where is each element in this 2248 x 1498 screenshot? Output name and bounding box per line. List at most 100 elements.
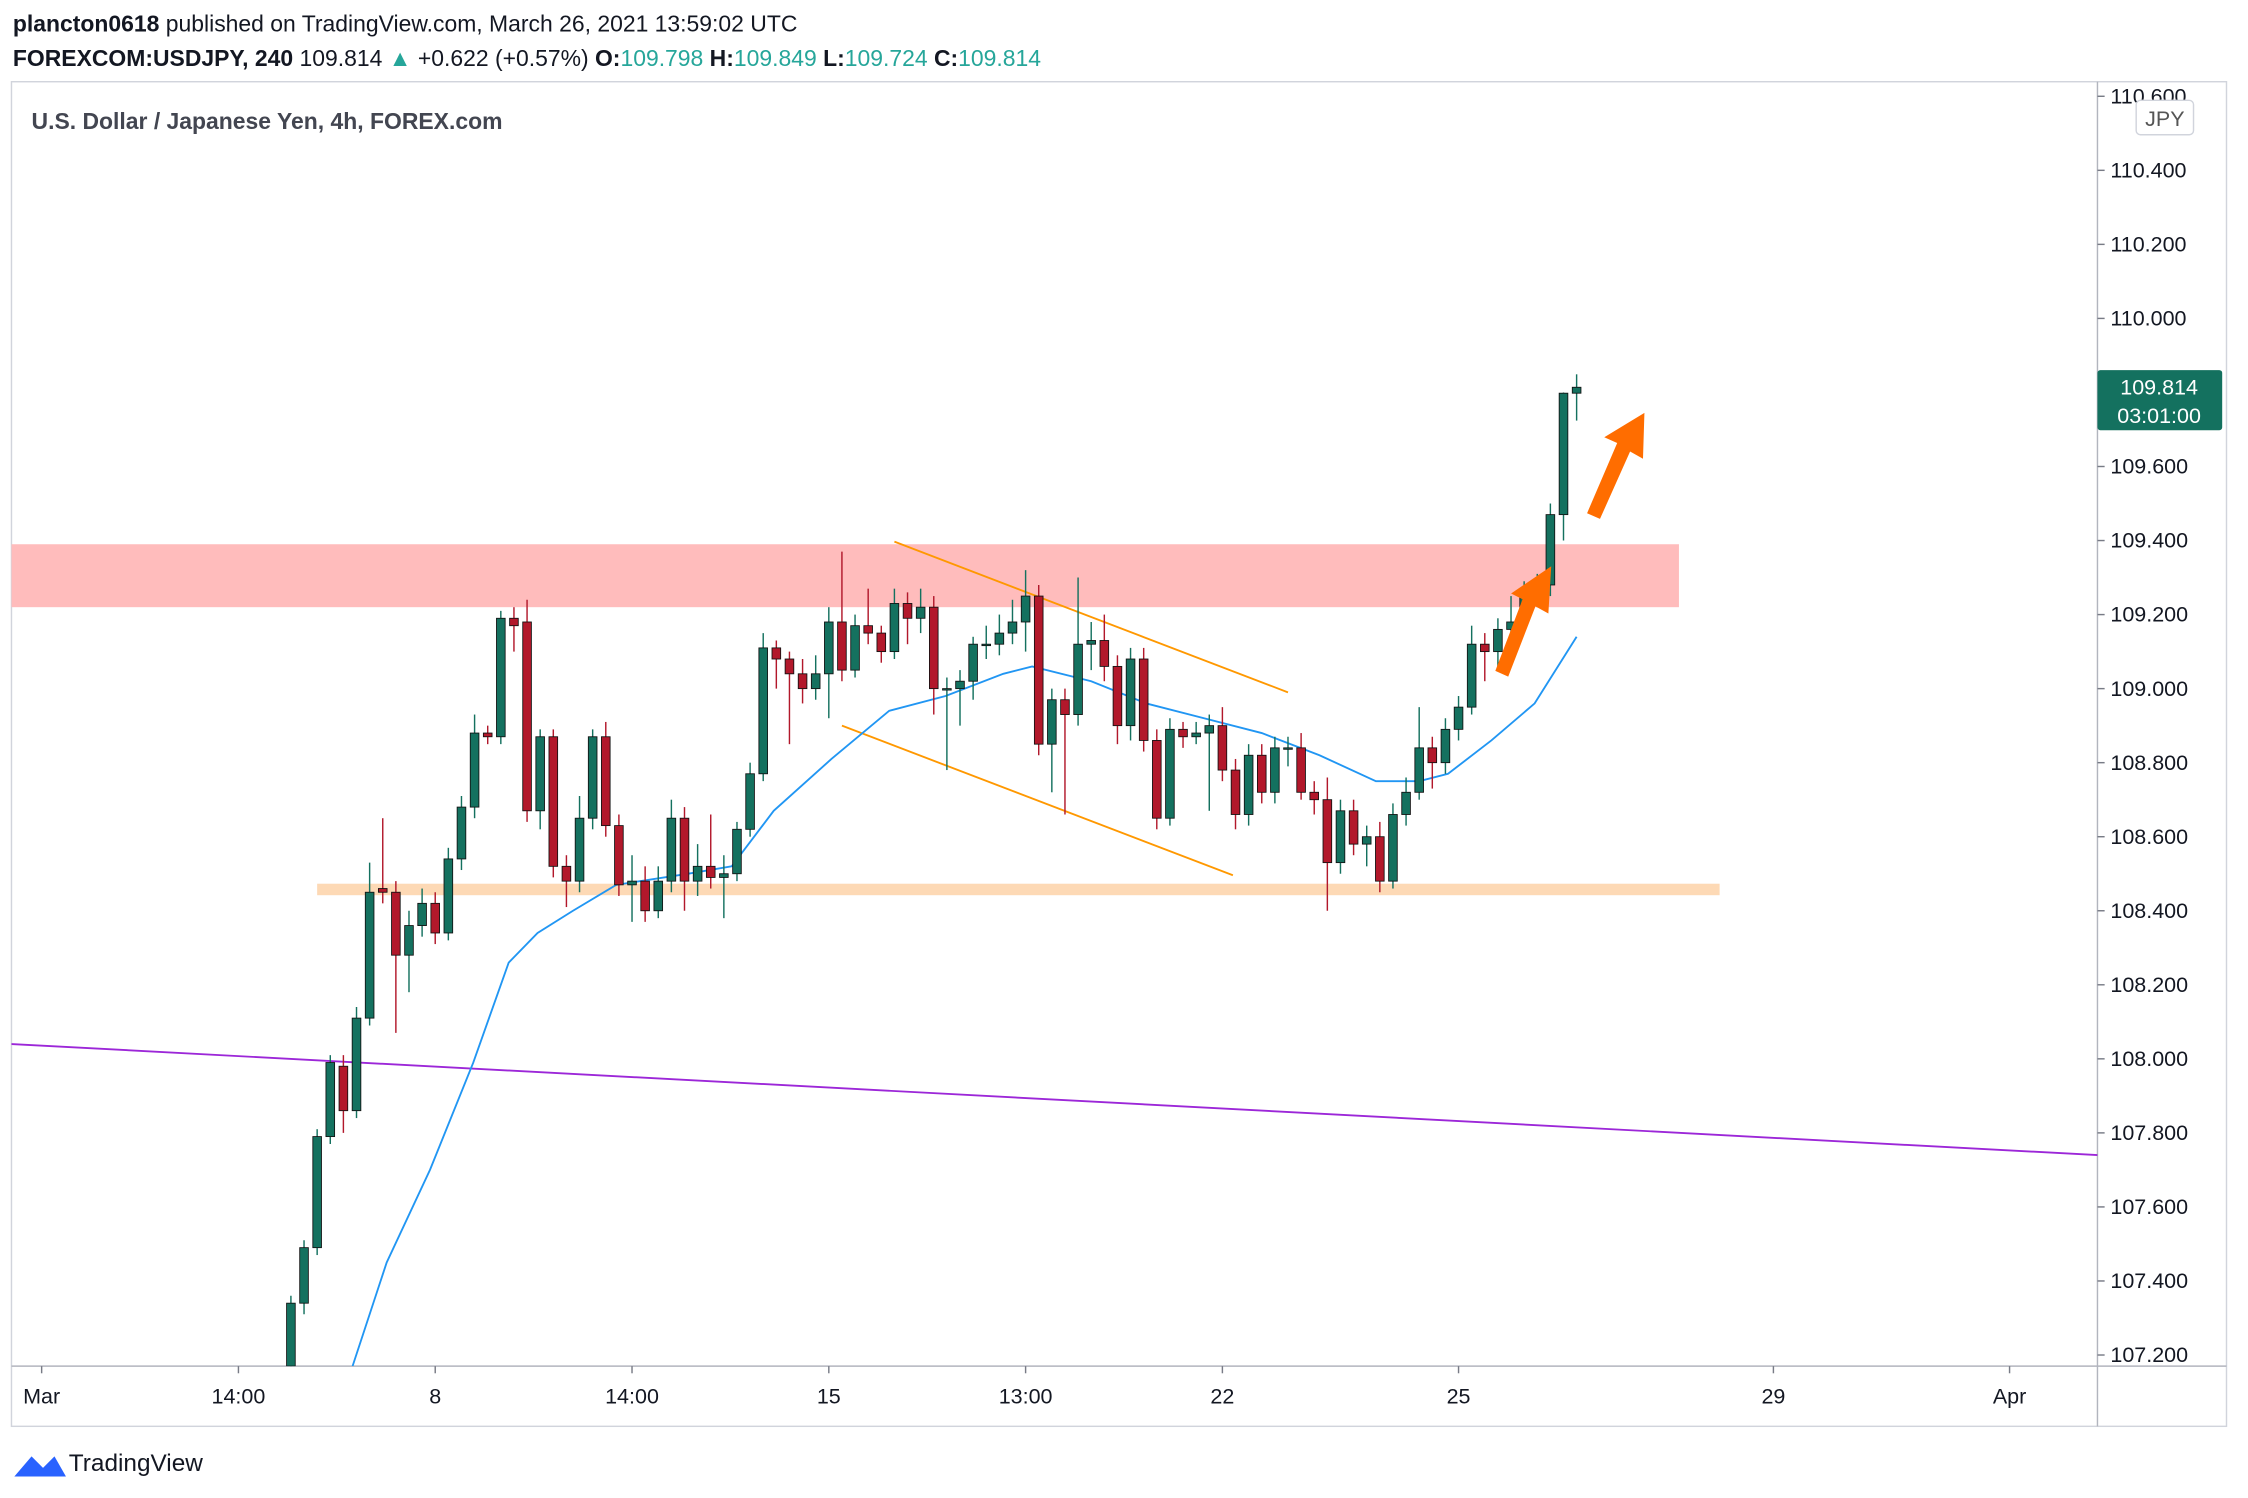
candle-body xyxy=(443,858,454,934)
candle-body xyxy=(797,673,808,690)
x-tick-label: 15 xyxy=(817,1384,841,1408)
candle-body xyxy=(758,647,768,775)
moving-average xyxy=(351,636,1578,1367)
candle-body xyxy=(338,1065,349,1112)
candle-body xyxy=(1466,643,1477,708)
zone xyxy=(11,544,1679,608)
candle-body xyxy=(587,736,598,819)
candle-body xyxy=(391,891,401,956)
candle-body xyxy=(981,643,992,647)
candle-body xyxy=(876,632,887,653)
candle-body xyxy=(1152,740,1162,819)
candle-body xyxy=(1401,791,1411,815)
candle-body xyxy=(863,625,873,634)
candle-body xyxy=(1125,658,1136,727)
candle-body xyxy=(745,773,755,830)
candle-body xyxy=(509,617,519,627)
candle-body xyxy=(1047,699,1057,745)
y-tick-label: 107.600 xyxy=(2110,1195,2188,1219)
candle-body xyxy=(614,825,624,886)
candle-body xyxy=(889,603,900,653)
candle-body xyxy=(496,617,506,738)
candle-body xyxy=(1335,810,1346,864)
y-tick-label: 108.600 xyxy=(2110,825,2188,849)
brand: TradingView xyxy=(69,1450,203,1477)
x-tick-label: 29 xyxy=(1761,1384,1785,1408)
candle-body xyxy=(902,603,913,619)
candle-body xyxy=(1033,595,1044,745)
trend-line xyxy=(894,540,1289,694)
candle-body xyxy=(364,891,375,1019)
tradingview-logo xyxy=(14,1456,66,1477)
candle-body xyxy=(1322,799,1333,864)
author: plancton0618 xyxy=(13,11,160,37)
candle-body xyxy=(522,621,532,812)
candle-body xyxy=(1060,699,1070,715)
candle-body xyxy=(627,880,637,886)
candle-body xyxy=(456,806,467,860)
y-tick-label: 107.200 xyxy=(2110,1343,2188,1367)
trend-line xyxy=(841,724,1234,877)
last-price: 109.814 xyxy=(2120,375,2198,399)
candle-body xyxy=(955,680,965,690)
candle-body xyxy=(430,902,440,934)
currency: JPY xyxy=(2145,107,2184,131)
candle-body xyxy=(1558,392,1569,516)
candle-body xyxy=(810,673,821,690)
y-tick-label: 109.600 xyxy=(2110,455,2188,479)
candle-body xyxy=(1361,836,1372,845)
candle-body xyxy=(1348,810,1359,845)
logo-icon xyxy=(14,1456,66,1477)
candle-body xyxy=(692,865,703,882)
y-tick-label: 110.200 xyxy=(2110,233,2186,257)
h-label: H: xyxy=(710,45,734,71)
candle-body xyxy=(1440,728,1451,764)
y-tick-label: 109.400 xyxy=(2110,529,2188,553)
candle-body xyxy=(1204,725,1215,734)
candle-body xyxy=(1480,643,1490,653)
candle-body xyxy=(286,1302,296,1367)
last-price-tag xyxy=(2097,370,2223,431)
candle-body xyxy=(1545,514,1556,586)
h-value: 109.849 xyxy=(734,45,817,71)
published: published on TradingView.com, March 26, … xyxy=(166,11,798,37)
o-value: 109.798 xyxy=(620,45,703,71)
c-value: 109.814 xyxy=(958,45,1041,71)
candle-body xyxy=(1230,769,1241,815)
candle-body xyxy=(548,736,559,867)
candle-body xyxy=(915,606,926,619)
candle-body xyxy=(719,873,729,878)
candle-body xyxy=(417,902,427,926)
candle-body xyxy=(1165,728,1175,819)
candle-body xyxy=(601,736,611,827)
candle-body xyxy=(929,606,939,690)
countdown: 03:01:00 xyxy=(2117,404,2201,428)
candle-body xyxy=(1270,747,1280,793)
axes: 107.200 107.400 107.600 107.800 108.000 108.2… xyxy=(23,84,2223,1408)
candle-body xyxy=(1453,706,1464,730)
candle-body xyxy=(1243,754,1254,815)
x-tick-label: Mar xyxy=(23,1384,60,1408)
candle-body xyxy=(1493,628,1503,653)
plot xyxy=(11,374,2098,1367)
candle-body xyxy=(1296,747,1306,793)
candle-body xyxy=(1375,836,1385,882)
candle-body xyxy=(1414,747,1424,793)
chart-frame xyxy=(10,80,2228,1428)
y-tick-label: 107.400 xyxy=(2110,1269,2188,1293)
c-label: C: xyxy=(934,45,958,71)
candle-body xyxy=(994,632,1005,645)
y-tick-label: 108.200 xyxy=(2110,973,2188,997)
candle-body xyxy=(482,732,493,738)
candle-body xyxy=(784,658,795,675)
candle-body xyxy=(1309,791,1319,801)
y-tick-label: 110.400 xyxy=(2110,158,2186,182)
candle-body xyxy=(535,736,545,812)
candle-body xyxy=(325,1062,336,1138)
candle-body xyxy=(1099,640,1110,667)
arrow-2 xyxy=(1587,412,1645,519)
candle-body xyxy=(574,817,585,882)
candle-body xyxy=(850,625,860,671)
